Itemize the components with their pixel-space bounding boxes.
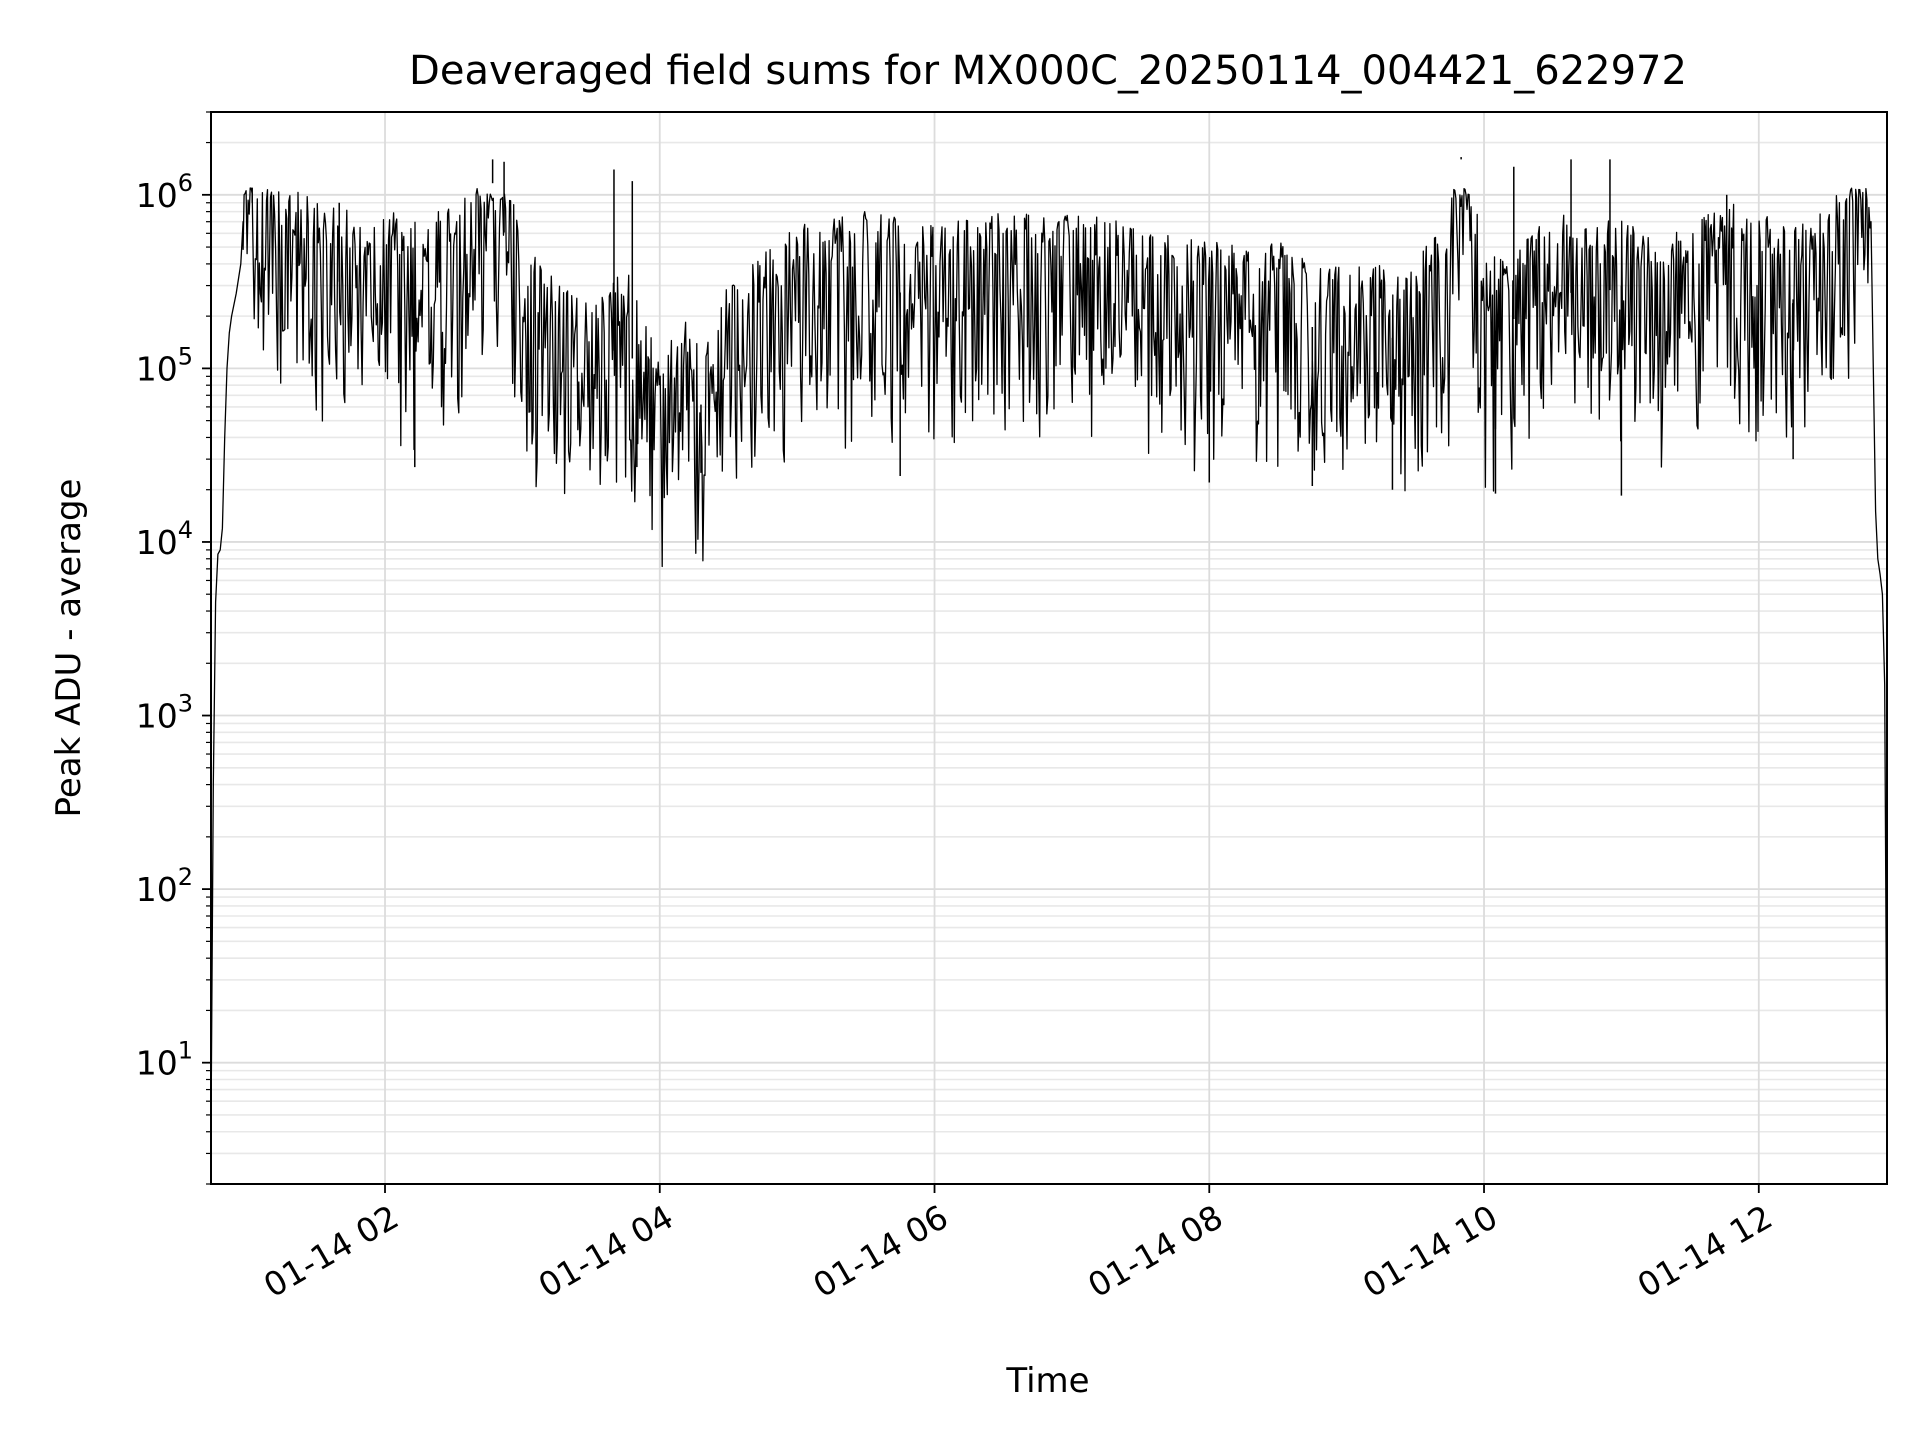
y-tick-label: 102 [136,863,193,909]
y-tick-label: 104 [136,516,193,562]
y-tick-label: 103 [136,690,193,736]
chart-title: Deaveraged field sums for MX000C_2025011… [409,48,1687,94]
series-lines [210,157,1888,1132]
y-tick-label: 106 [136,169,193,215]
plot-frame [210,111,1888,1185]
y-axis-label: Peak ADU - average [49,479,89,818]
y-tick-label: 105 [136,342,193,388]
x-axis-label: Time [1005,1361,1089,1401]
y-tick-label: 101 [136,1037,193,1083]
